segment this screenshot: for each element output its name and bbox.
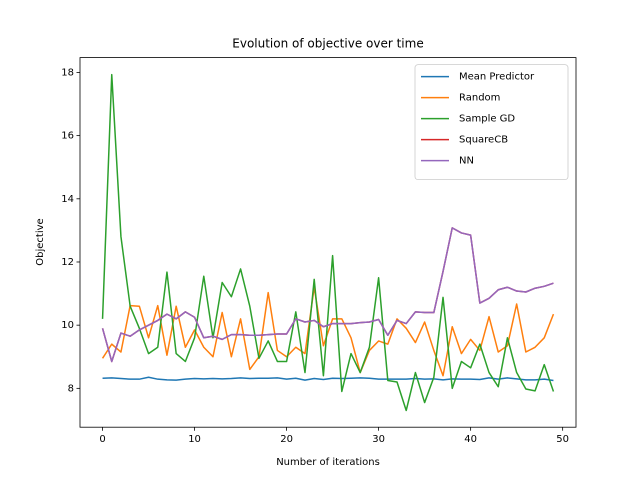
x-tick-label: 10: [188, 434, 201, 445]
y-tick-label: 10: [61, 320, 74, 331]
y-tick-label: 16: [61, 131, 74, 142]
x-axis-label: Number of iterations: [276, 457, 380, 468]
y-tick-label: 18: [61, 67, 74, 78]
x-tick-label: 20: [280, 434, 293, 445]
chart-title: Evolution of objective over time: [232, 37, 423, 51]
x-tick-label: 40: [464, 434, 477, 445]
y-tick-label: 8: [68, 383, 74, 394]
legend-box: [414, 64, 569, 180]
legend-label: Mean Predictor: [459, 72, 535, 83]
y-tick-label: 12: [61, 257, 74, 268]
legend-label: NN: [459, 156, 474, 167]
x-tick-label: 50: [556, 434, 569, 445]
data-line: [101, 227, 554, 363]
data-line: [102, 376, 554, 382]
legend-label: Random: [459, 93, 500, 104]
x-tick-label: 30: [372, 434, 385, 445]
y-tick-label: 14: [61, 194, 74, 205]
x-tick-label: 0: [99, 434, 105, 445]
legend-label: Sample GD: [459, 114, 515, 125]
y-axis-label: Objective: [35, 218, 46, 265]
legend-label: SquareCB: [459, 135, 508, 146]
plot-frame: [79, 57, 577, 428]
data-line: [101, 73, 555, 412]
